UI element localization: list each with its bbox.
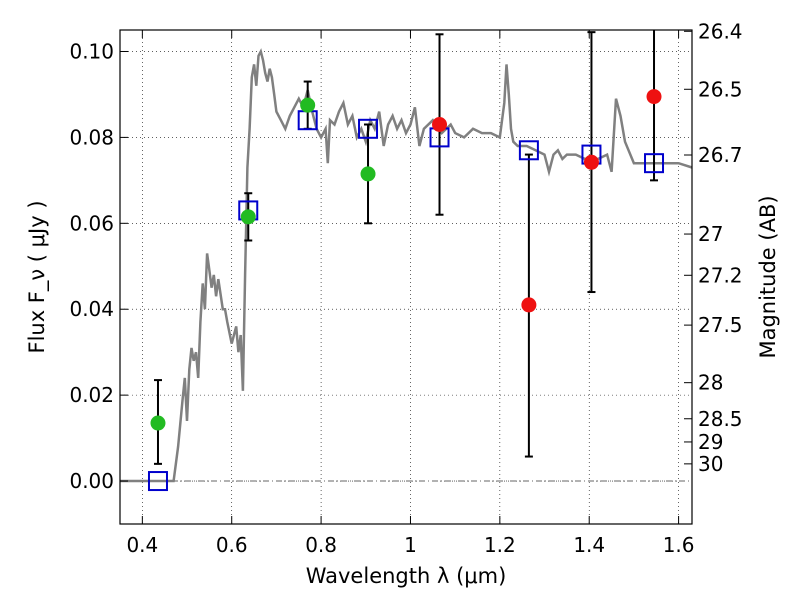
magnitude-tick-label: 27.2 bbox=[698, 263, 743, 287]
y-tick-label: 0.08 bbox=[69, 125, 114, 149]
grid-lines bbox=[120, 30, 692, 524]
observed-point-green bbox=[300, 97, 316, 113]
magnitude-axis-label: Magnitude (AB) bbox=[756, 195, 780, 358]
model-spectrum-line bbox=[120, 48, 692, 483]
y-tick-label: 0.04 bbox=[69, 297, 114, 321]
observed-point-red bbox=[583, 154, 599, 170]
observed-point-green bbox=[240, 209, 256, 225]
magnitude-tick-label: 26.7 bbox=[698, 143, 743, 167]
y-tick-label: 0.02 bbox=[69, 383, 114, 407]
y-tick-label: 0.06 bbox=[69, 211, 114, 235]
magnitude-tick-label: 28.5 bbox=[698, 407, 743, 431]
x-tick-label: 0.8 bbox=[305, 533, 337, 557]
model-point bbox=[644, 153, 665, 174]
observed-point-red bbox=[521, 297, 537, 313]
observed-point-red bbox=[432, 117, 448, 133]
magnitude-tick-label: 28 bbox=[698, 371, 723, 395]
model-points bbox=[147, 110, 665, 492]
magnitude-tick-label: 26.5 bbox=[698, 77, 743, 101]
observed-points bbox=[150, 89, 662, 431]
x-tick-label: 1 bbox=[404, 533, 417, 557]
observed-point-red bbox=[646, 89, 662, 105]
model-point bbox=[358, 118, 379, 139]
y-tick-label: 0.00 bbox=[69, 469, 114, 493]
x-axis-ticks: 0.4 0.6 0.8 1 1.2 1.4 1.6 bbox=[126, 30, 695, 557]
error-bars bbox=[153, 30, 659, 465]
x-axis-label: Wavelength λ (μm) bbox=[306, 564, 507, 588]
magnitude-tick-label: 26.4 bbox=[698, 19, 743, 43]
x-tick-label: 1.6 bbox=[663, 533, 695, 557]
y-tick-label: 0.10 bbox=[69, 39, 114, 63]
x-tick-label: 0.4 bbox=[126, 533, 158, 557]
x-tick-label: 0.6 bbox=[216, 533, 248, 557]
magnitude-tick-label: 30 bbox=[698, 452, 723, 476]
magnitude-tick-label: 27 bbox=[698, 222, 723, 246]
model-point bbox=[147, 471, 168, 492]
x-tick-label: 1.4 bbox=[573, 533, 605, 557]
y-axis-ticks: 0.00 0.02 0.04 0.06 0.08 0.10 bbox=[69, 39, 128, 493]
magnitude-tick-label: 29 bbox=[698, 430, 723, 454]
magnitude-tick-label: 27.5 bbox=[698, 313, 743, 337]
model-point bbox=[518, 140, 539, 161]
plot-frame bbox=[119, 29, 693, 525]
y-axis-label: Flux F_ν ( μJy ) bbox=[25, 200, 50, 353]
x-tick-label: 1.2 bbox=[484, 533, 516, 557]
observed-point-green bbox=[150, 415, 166, 431]
observed-point-green bbox=[360, 166, 376, 182]
